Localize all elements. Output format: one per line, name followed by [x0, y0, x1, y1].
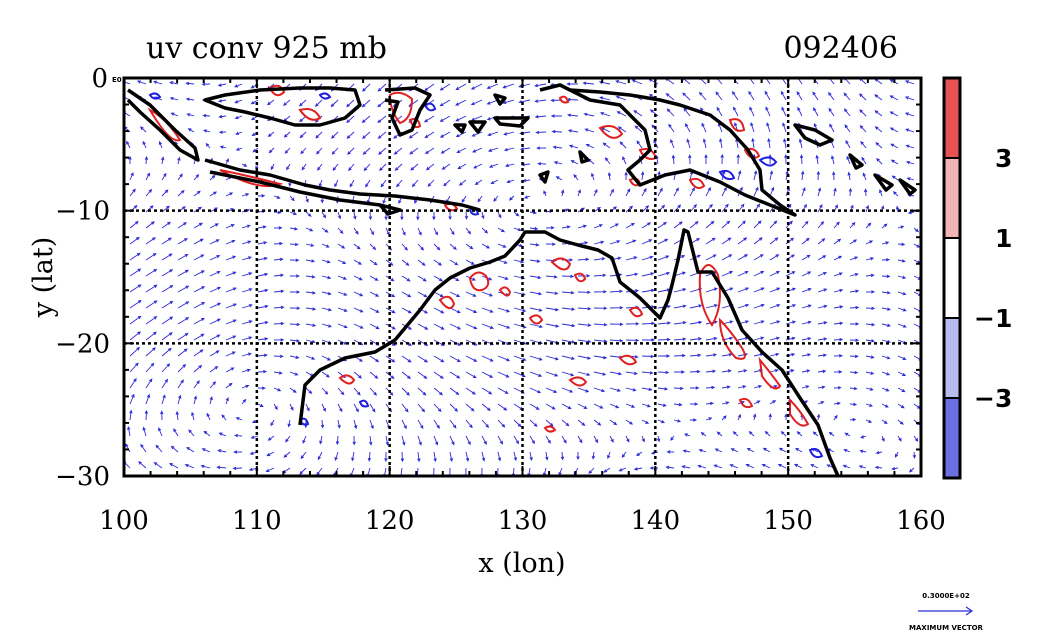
vector-legend-value: 0.3000E+02 — [922, 592, 970, 600]
axis-ticks — [123, 77, 922, 477]
x-tick-label: 150 — [763, 506, 813, 536]
wind-vector-field — [124, 78, 921, 476]
coastlines — [126, 83, 917, 476]
y-tick-label: −20 — [55, 329, 110, 359]
colorbar-label-3: 3 — [995, 144, 1012, 173]
x-tick-label: 100 — [99, 506, 149, 536]
colorbar-segment — [944, 78, 960, 158]
sulawesi-coast — [384, 86, 432, 137]
sumatra-coast — [126, 88, 200, 162]
borneo-coast — [203, 86, 362, 127]
x-tick-label: 130 — [498, 506, 548, 536]
convergence-contours — [147, 84, 824, 459]
x-tick-label: 120 — [365, 506, 415, 536]
new-guinea-coast — [539, 83, 797, 217]
x-tick-label: 110 — [232, 506, 282, 536]
y-tick-label: −10 — [55, 197, 110, 227]
y-tick-label: 0 — [91, 64, 108, 94]
java-coast — [204, 158, 481, 212]
title-right: 092406 — [783, 31, 898, 66]
colorbar-segment — [944, 238, 960, 318]
colorbar-segment — [944, 398, 960, 478]
colorbar-label-1: 1 — [995, 224, 1012, 253]
y-tick-label: −30 — [55, 462, 110, 492]
vector-legend-label: MAXIMUM VECTOR — [909, 624, 983, 632]
australia-coast — [298, 228, 840, 476]
colorbar-segment — [944, 318, 960, 398]
colorbar: 3 1 −1 −3 — [942, 76, 1012, 480]
graticule — [124, 78, 921, 476]
wind-vectors — [124, 78, 921, 476]
y-axis-label: y (lat) — [28, 237, 59, 319]
x-tick-labels: 100 110 120 130 140 150 160 — [99, 506, 946, 536]
x-tick-label: 140 — [631, 506, 681, 536]
title-left: uv conv 925 mb — [146, 31, 387, 66]
y-tick-labels: 0 −10 −20 −30 — [55, 64, 110, 492]
x-axis-label: x (lon) — [478, 548, 565, 579]
colorbar-segment — [944, 158, 960, 238]
colorbar-label-neg1: −1 — [974, 304, 1012, 333]
colorbar-label-neg3: −3 — [974, 384, 1012, 413]
vector-legend: 0.3000E+02 MAXIMUM VECTOR — [909, 592, 983, 632]
x-tick-label: 160 — [896, 506, 946, 536]
y0-suffix: E0 — [112, 76, 122, 84]
